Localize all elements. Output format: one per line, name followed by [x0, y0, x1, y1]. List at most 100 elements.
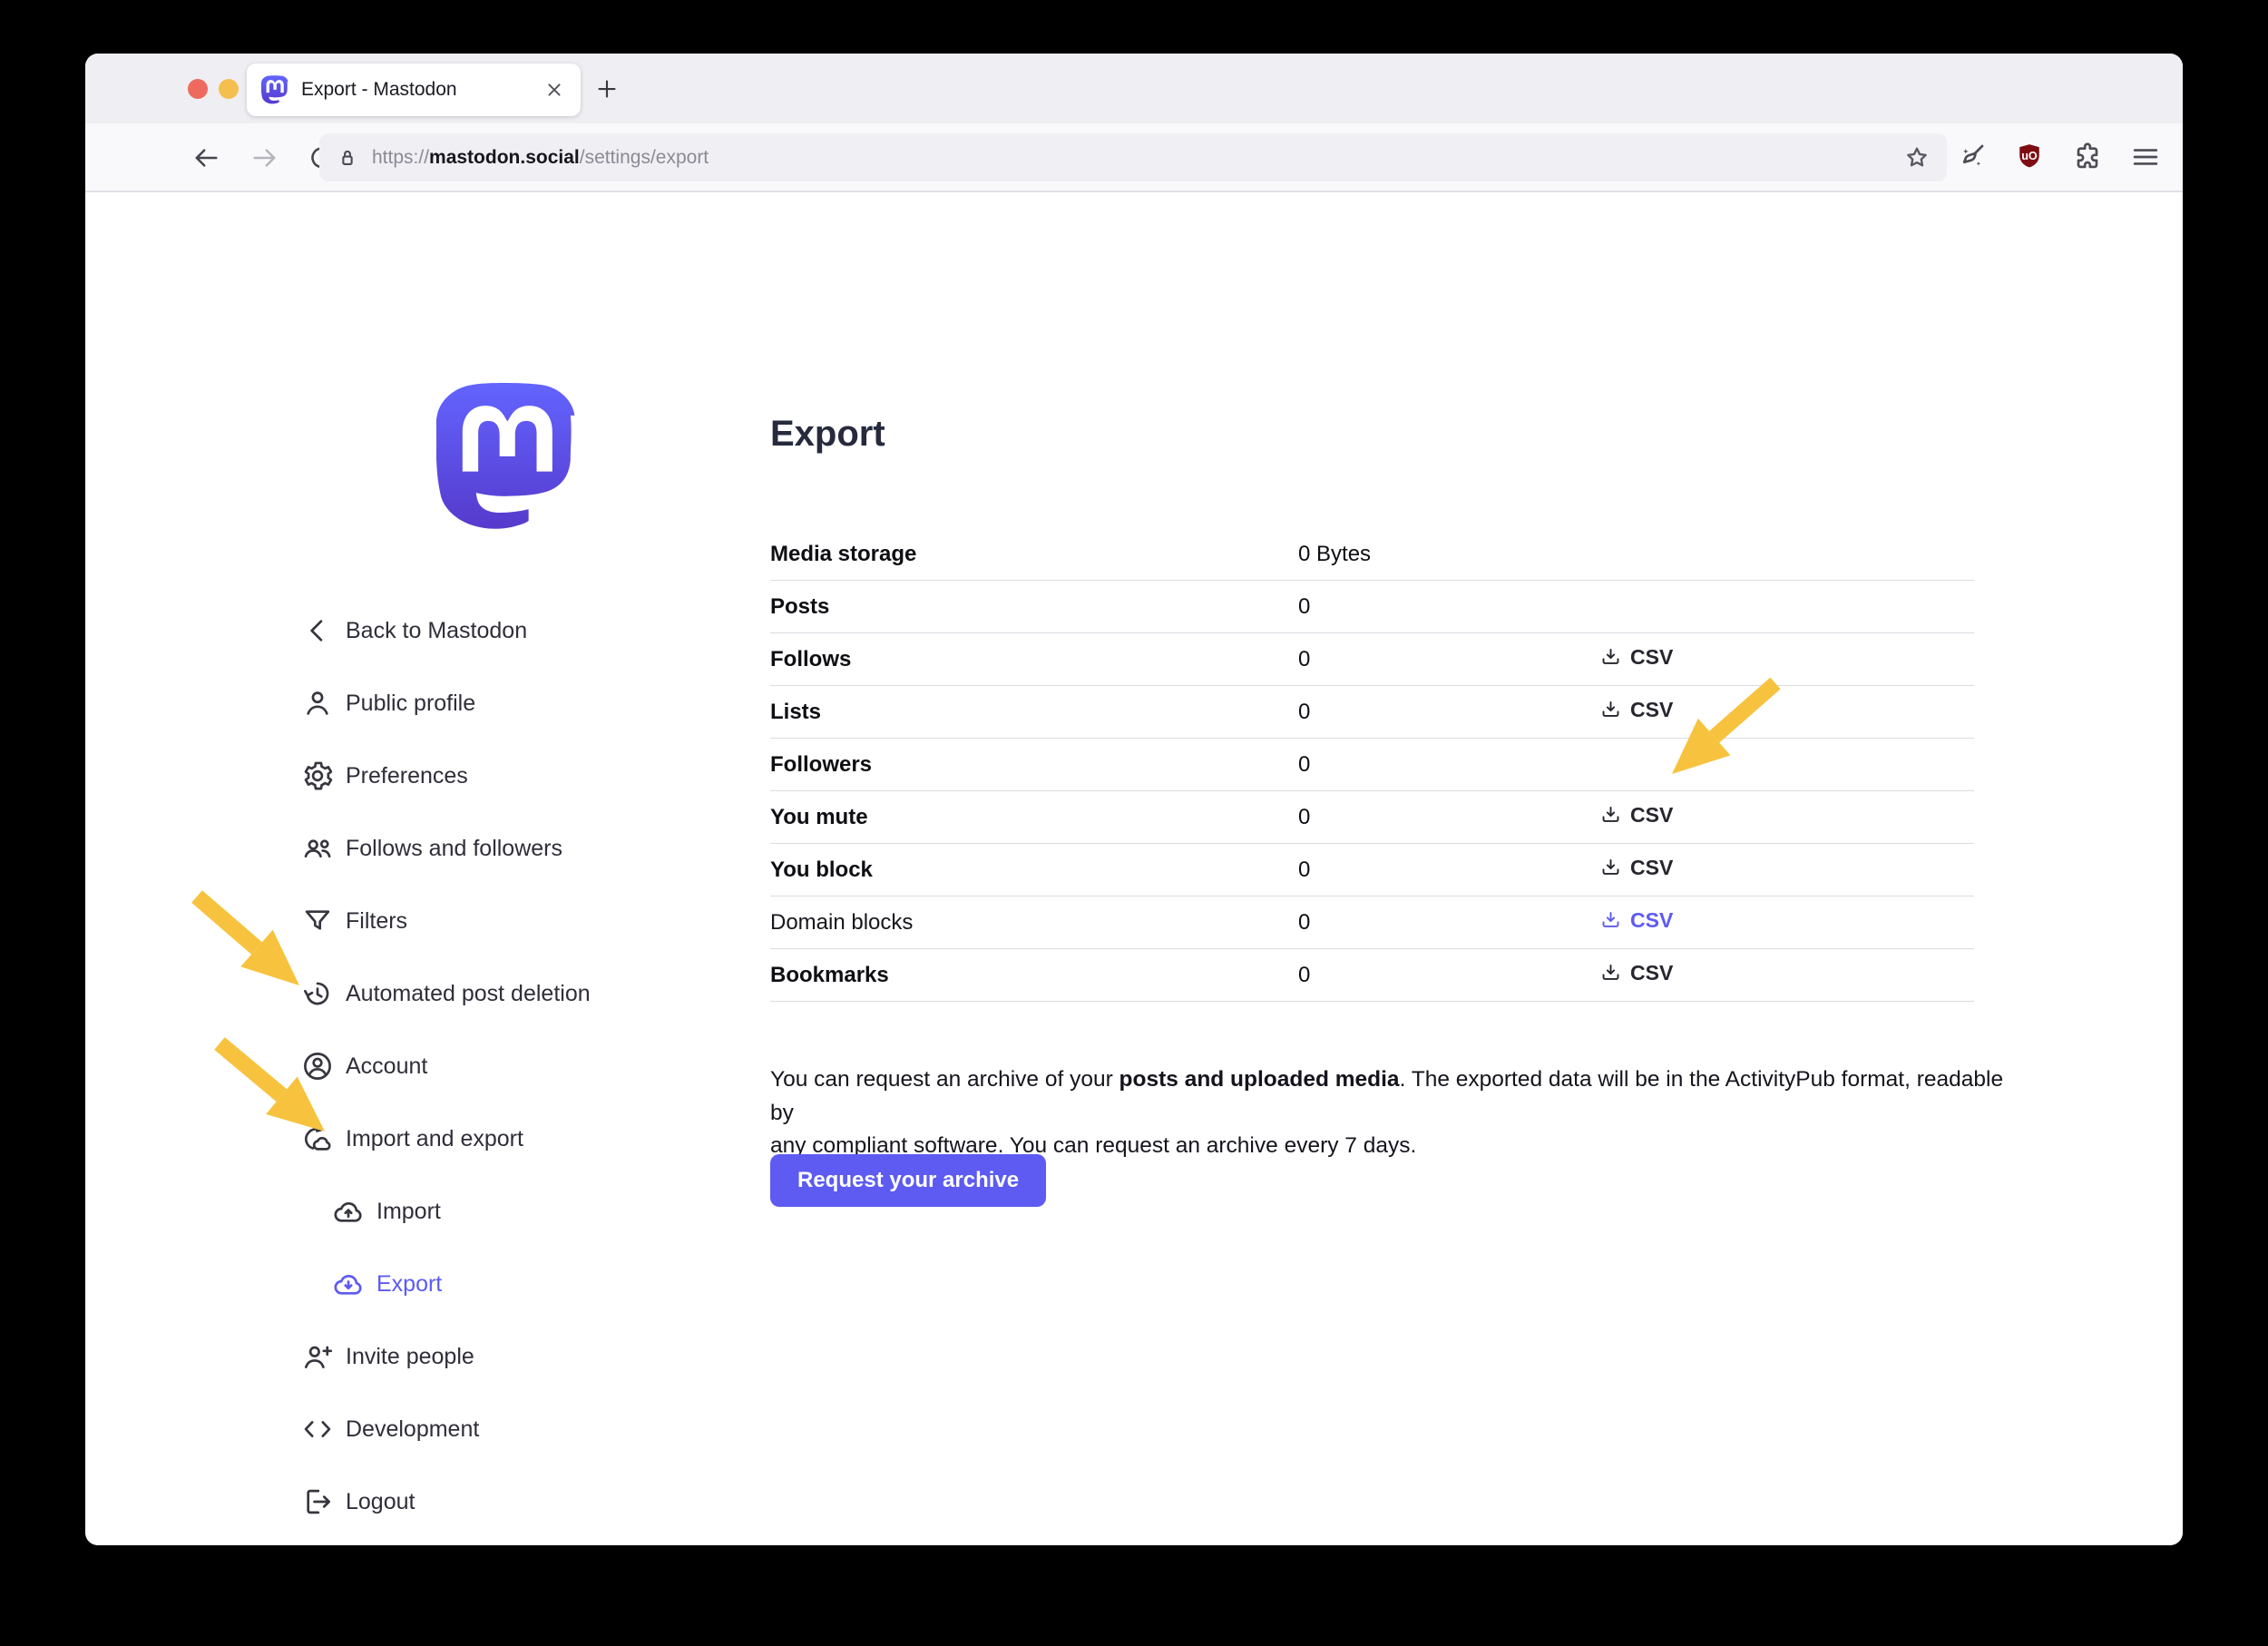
settings-sidebar: Back to Mastodon Public profile Preference…	[300, 594, 591, 1538]
code-icon	[300, 1412, 335, 1446]
sidebar-item-back-to-mastodon[interactable]: Back to Mastodon	[300, 594, 591, 667]
table-row-follows: Follows 0 CSV	[770, 633, 1974, 686]
toolbar-extensions: uO	[1954, 140, 2163, 174]
csv-download-link[interactable]: CSV	[1598, 698, 1673, 722]
url-scheme: https://	[372, 146, 430, 168]
sidebar-item-preferences[interactable]: Preferences	[300, 740, 591, 812]
row-csv-cell: CSV	[1598, 961, 1974, 990]
url-path: /settings/export	[579, 146, 709, 168]
filter-icon	[300, 904, 335, 938]
row-label: Posts	[770, 593, 830, 619]
sidebar-item-development[interactable]: Development	[300, 1393, 591, 1465]
sidebar-item-label: Automated post deletion	[346, 980, 591, 1006]
csv-label: CSV	[1630, 802, 1674, 827]
sidebar-item-account[interactable]: Account	[300, 1030, 591, 1102]
back-icon[interactable]	[190, 142, 222, 174]
row-label: You mute	[770, 804, 868, 829]
page-title: Export	[770, 414, 885, 454]
csv-label: CSV	[1630, 855, 1674, 879]
person-icon	[300, 686, 335, 720]
table-row-you-block: You block 0 CSV	[770, 844, 1974, 896]
csv-label: CSV	[1630, 644, 1674, 669]
table-row-you-mute: You mute 0 CSV	[770, 791, 1974, 844]
csv-label: CSV	[1630, 960, 1674, 985]
row-value: 0	[1298, 751, 1311, 777]
new-tab-button[interactable]	[593, 75, 621, 103]
url-text: https://mastodon.social/settings/export	[372, 147, 709, 169]
broom-extension-icon[interactable]	[1954, 140, 1989, 174]
extensions-puzzle-icon[interactable]	[2070, 140, 2105, 174]
row-label: Lists	[770, 699, 822, 724]
table-row-lists: Lists 0 CSV	[770, 686, 1974, 739]
sidebar-item-export[interactable]: Export	[300, 1248, 591, 1320]
minimize-window-button[interactable]	[219, 79, 239, 99]
sidebar-item-label: Public profile	[346, 690, 476, 716]
csv-download-link[interactable]: CSV	[1598, 645, 1673, 670]
csv-download-link[interactable]: CSV	[1598, 908, 1673, 933]
table-row-bookmarks: Bookmarks 0 CSV	[770, 949, 1974, 1002]
browser-tab[interactable]: Export - Mastodon	[247, 64, 581, 116]
cloud-upload-icon	[331, 1194, 366, 1229]
gear-icon	[300, 759, 335, 793]
csv-download-link[interactable]: CSV	[1598, 961, 1673, 985]
ublock-shield-icon[interactable]: uO	[2012, 140, 2047, 174]
account-circle-icon	[300, 1049, 335, 1083]
forward-icon[interactable]	[249, 142, 281, 174]
menu-hamburger-icon[interactable]	[2128, 140, 2163, 174]
sidebar-item-label: Development	[346, 1416, 480, 1442]
download-icon	[1598, 645, 1623, 670]
sidebar-item-label: Back to Mastodon	[346, 617, 528, 643]
row-value: 0	[1298, 857, 1311, 882]
close-tab-icon[interactable]	[543, 78, 566, 102]
lock-icon	[334, 144, 361, 171]
table-row-domain-blocks: Domain blocks 0 CSV	[770, 896, 1974, 949]
row-value: 0	[1298, 804, 1311, 829]
csv-download-link[interactable]: CSV	[1598, 803, 1673, 828]
sidebar-item-public-profile[interactable]: Public profile	[300, 667, 591, 740]
download-icon	[1598, 803, 1623, 828]
row-label: Follows	[770, 646, 852, 671]
sidebar-item-invite-people[interactable]: Invite people	[300, 1320, 591, 1393]
page-content: Back to Mastodon Public profile Preference…	[85, 192, 2183, 1545]
row-csv-cell: CSV	[1598, 908, 1974, 937]
download-icon	[1598, 856, 1623, 880]
row-label: Followers	[770, 751, 873, 777]
sidebar-item-import[interactable]: Import	[300, 1175, 591, 1248]
sidebar-item-logout[interactable]: Logout	[300, 1465, 591, 1538]
table-row-followers: Followers 0	[770, 739, 1974, 791]
row-label: You block	[770, 857, 873, 882]
table-row-media-storage: Media storage 0 Bytes	[770, 528, 1974, 581]
request-archive-button[interactable]: Request your archive	[770, 1154, 1047, 1207]
sidebar-item-label: Invite people	[346, 1343, 474, 1369]
url-bar[interactable]: https://mastodon.social/settings/export	[319, 133, 1947, 181]
row-csv-cell: CSV	[1598, 698, 1974, 727]
tab-bar: Export - Mastodon	[85, 54, 2183, 123]
sidebar-item-label: Import	[376, 1198, 441, 1224]
sidebar-item-filters[interactable]: Filters	[300, 885, 591, 957]
row-csv-cell: CSV	[1598, 856, 1974, 885]
history-icon	[300, 976, 335, 1011]
sidebar-item-import-and-export[interactable]: Import and export	[300, 1102, 591, 1175]
chevron-left-icon	[300, 613, 335, 648]
row-label: Media storage	[770, 541, 917, 566]
sidebar-item-automated-post-deletion[interactable]: Automated post deletion	[300, 957, 591, 1030]
cloud-download-icon	[331, 1267, 366, 1301]
sidebar-item-label: Logout	[346, 1488, 415, 1514]
close-window-button[interactable]	[188, 79, 208, 99]
mastodon-favicon-icon	[260, 75, 288, 104]
csv-download-link[interactable]: CSV	[1598, 856, 1673, 880]
tab-title: Export - Mastodon	[301, 79, 457, 100]
mastodon-logo	[435, 383, 577, 531]
row-value: 0	[1298, 699, 1311, 724]
table-row-posts: Posts 0	[770, 581, 1974, 633]
sidebar-item-follows-and-followers[interactable]: Follows and followers	[300, 812, 591, 885]
row-label: Domain blocks	[770, 909, 914, 935]
download-icon	[1598, 698, 1623, 722]
row-value: 0	[1298, 909, 1311, 935]
archive-description: You can request an archive of your posts…	[770, 1067, 2004, 1158]
row-csv-cell: CSV	[1598, 645, 1974, 674]
export-table: Media storage 0 Bytes Posts 0 Follows 0 CSV Lis…	[770, 528, 1974, 1002]
row-value: 0	[1298, 646, 1311, 671]
bookmark-star-icon[interactable]	[1901, 142, 1932, 173]
